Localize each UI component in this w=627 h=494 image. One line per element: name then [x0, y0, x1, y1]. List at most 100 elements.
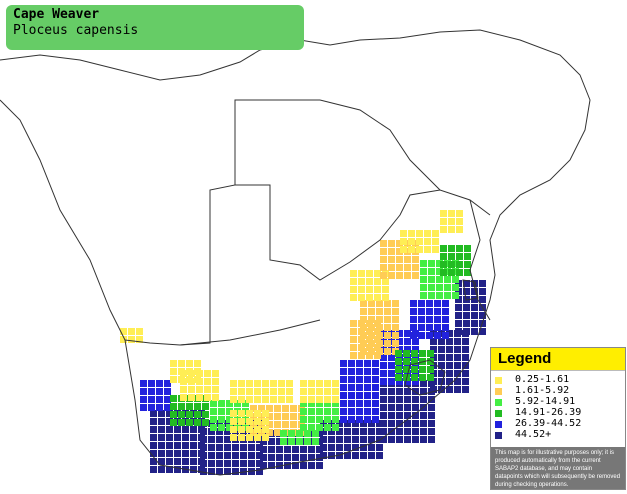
grid-cell [186, 403, 193, 410]
grid-cell [428, 428, 435, 435]
legend-swatch [495, 432, 502, 439]
grid-cell [420, 260, 427, 267]
grid-cell [427, 350, 434, 357]
grid-cell [216, 452, 223, 459]
grid-cell [368, 436, 375, 443]
grid-cell [360, 444, 367, 451]
grid-cell [368, 444, 375, 451]
grid-cell [446, 354, 453, 361]
grid-cell [411, 358, 418, 365]
grid-cell [348, 360, 355, 367]
species-title-box: Cape Weaver Ploceus capensis [6, 5, 304, 50]
grid-cell [455, 312, 462, 319]
grid-cell [360, 428, 367, 435]
grid-cell [194, 360, 201, 367]
grid-cell [240, 452, 247, 459]
grid-cell [196, 386, 203, 393]
grid-cell [448, 261, 455, 268]
grid-cell [358, 344, 365, 351]
grid-cell [150, 434, 157, 441]
grid-cell [434, 300, 441, 307]
grid-cell [388, 378, 395, 385]
grid-cell [374, 286, 381, 293]
grid-cell [242, 424, 249, 431]
grid-cell [288, 438, 295, 445]
grid-cell [374, 352, 381, 359]
grid-cell [324, 424, 331, 431]
grid-cell [479, 280, 486, 287]
grid-cell [286, 388, 293, 395]
grid-cell [166, 418, 173, 425]
grid-cell [316, 438, 323, 445]
grid-cell [208, 436, 215, 443]
grid-cell [434, 316, 441, 323]
grid-cell [454, 370, 461, 377]
grid-cell [376, 444, 383, 451]
grid-cell [268, 446, 275, 453]
grid-cell [216, 436, 223, 443]
grid-cell [410, 308, 417, 315]
grid-cell [428, 260, 435, 267]
legend-label: 0.25-1.61 [515, 374, 570, 385]
grid-cell [455, 288, 462, 295]
grid-cell [384, 348, 391, 355]
grid-cell [232, 452, 239, 459]
grid-cell [360, 420, 367, 427]
grid-cell [358, 278, 365, 285]
grid-cell [424, 238, 431, 245]
legend-header: Legend [491, 348, 625, 371]
grid-cell [200, 428, 207, 435]
grid-cell [380, 428, 387, 435]
grid-cell [274, 405, 281, 412]
grid-cell [344, 444, 351, 451]
grid-cell [366, 352, 373, 359]
grid-cell [428, 420, 435, 427]
grid-cell [444, 268, 451, 275]
grid-cell [432, 246, 439, 253]
grid-cell [403, 350, 410, 357]
grid-cell [208, 428, 215, 435]
grid-cell [446, 330, 453, 337]
grid-cell [254, 396, 261, 403]
grid-cell [428, 284, 435, 291]
grid-cell [462, 378, 469, 385]
grid-cell [166, 450, 173, 457]
grid-cell [463, 280, 470, 287]
grid-cell [388, 256, 395, 263]
grid-cell [438, 362, 445, 369]
grid-cell [348, 376, 355, 383]
grid-cell [368, 308, 375, 315]
grid-cell [452, 292, 459, 299]
grid-cell [410, 300, 417, 307]
grid-cell [208, 452, 215, 459]
grid-cell [240, 460, 247, 467]
grid-cell [150, 442, 157, 449]
grid-cell [308, 408, 315, 415]
grid-cell [158, 466, 165, 473]
grid-cell [372, 384, 379, 391]
grid-cell [166, 410, 173, 417]
grid-cell [182, 410, 189, 417]
grid-cell [170, 403, 177, 410]
grid-cell [360, 452, 367, 459]
grid-cell [471, 312, 478, 319]
grid-cell [430, 338, 437, 345]
grid-cell [328, 452, 335, 459]
grid-cell [250, 405, 257, 412]
grid-cell [178, 403, 185, 410]
grid-cell [412, 378, 419, 385]
grid-cell [416, 246, 423, 253]
grid-cell [428, 436, 435, 443]
grid-cell [238, 396, 245, 403]
grid-cell [438, 378, 445, 385]
grid-cell [376, 420, 383, 427]
grid-cell [368, 348, 375, 355]
grid-cell [364, 416, 371, 423]
grid-cell [404, 330, 411, 337]
grid-cell [444, 260, 451, 267]
grid-cell [463, 328, 470, 335]
grid-cell [356, 392, 363, 399]
grid-cell [464, 245, 471, 252]
grid-cell [430, 362, 437, 369]
grid-cell [448, 245, 455, 252]
